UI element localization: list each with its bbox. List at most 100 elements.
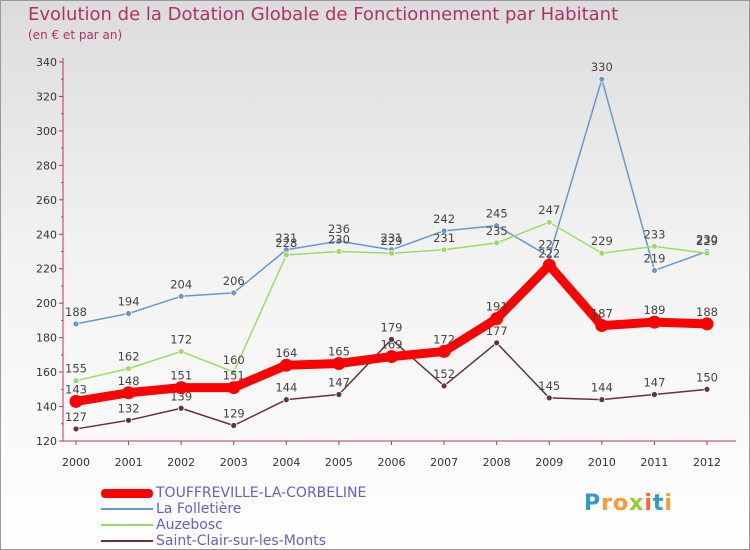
data-point xyxy=(125,365,132,373)
series-la-folleti-re: 188 194 204 206 231 236 231 242 245 227 330 219 230 xyxy=(65,60,718,328)
data-point xyxy=(542,258,556,272)
data-point xyxy=(230,368,238,376)
legend-swatch xyxy=(101,488,153,498)
x-tick-label: 2007 xyxy=(430,456,458,469)
chart-title: Evolution de la Dotation Globale de Fonc… xyxy=(28,4,619,25)
data-point xyxy=(545,218,553,226)
data-point xyxy=(493,222,501,230)
data-label: 172 xyxy=(170,332,192,346)
data-point xyxy=(440,382,448,390)
data-label: 194 xyxy=(118,295,140,309)
data-label: 139 xyxy=(170,389,192,403)
x-tick-label: 2010 xyxy=(588,456,616,469)
x-tick-label: 2011 xyxy=(640,456,668,469)
data-label: 169 xyxy=(381,338,403,352)
data-label: 127 xyxy=(65,410,87,424)
x-tick-label: 2003 xyxy=(220,456,248,469)
data-label: 132 xyxy=(118,401,140,415)
data-label: 230 xyxy=(696,233,718,247)
data-label: 222 xyxy=(538,246,560,260)
data-label: 148 xyxy=(118,374,140,388)
data-label: 242 xyxy=(433,212,455,226)
y-tick-label: 140 xyxy=(36,401,57,414)
data-label: 206 xyxy=(223,274,245,288)
data-label: 189 xyxy=(643,303,665,317)
data-point xyxy=(440,227,448,235)
y-tick-label: 260 xyxy=(36,194,57,207)
data-label: 147 xyxy=(328,375,350,389)
data-point xyxy=(332,356,346,370)
data-label: 155 xyxy=(65,362,87,376)
data-point xyxy=(335,248,343,255)
data-point xyxy=(72,320,80,328)
data-point xyxy=(385,350,398,364)
data-point xyxy=(598,396,606,404)
data-point xyxy=(69,394,83,408)
data-label: 165 xyxy=(328,344,350,358)
data-label: 229 xyxy=(591,234,613,248)
data-point xyxy=(230,289,238,297)
y-tick-label: 320 xyxy=(36,90,57,103)
data-point xyxy=(125,416,132,424)
data-label: 151 xyxy=(170,369,192,383)
data-label: 188 xyxy=(696,305,718,319)
series-touffreville-la-corbeline: 143 148 151 151 164 165 169 172 191 222 187 189 188 xyxy=(65,246,718,408)
data-label: 187 xyxy=(591,307,613,321)
data-label: 235 xyxy=(486,224,508,238)
data-point xyxy=(282,251,290,259)
data-label: 162 xyxy=(118,350,140,364)
legend-label: Saint-Clair-sur-les-Monts xyxy=(156,533,327,549)
y-tick-label: 300 xyxy=(36,125,57,138)
data-point xyxy=(72,425,80,433)
data-point xyxy=(647,315,661,329)
data-label: 143 xyxy=(65,382,87,396)
data-point xyxy=(227,381,241,395)
chart-subtitle: (en € et par an) xyxy=(28,28,123,42)
data-point xyxy=(595,319,609,333)
data-point xyxy=(440,246,448,254)
data-point xyxy=(651,242,658,250)
data-point xyxy=(437,344,451,358)
data-label: 152 xyxy=(433,367,455,381)
data-point xyxy=(177,404,185,412)
data-label: 188 xyxy=(65,305,87,319)
data-point xyxy=(493,239,501,247)
data-label: 160 xyxy=(223,353,245,367)
x-tick-label: 2004 xyxy=(272,456,300,469)
data-label: 164 xyxy=(275,346,297,360)
data-point xyxy=(651,391,658,398)
data-label: 330 xyxy=(591,60,613,74)
data-label: 151 xyxy=(223,369,245,383)
x-tick-label: 2001 xyxy=(115,456,143,469)
data-point xyxy=(388,335,395,343)
x-tick-label: 2006 xyxy=(378,456,406,469)
data-label: 229 xyxy=(696,234,718,248)
y-tick-label: 340 xyxy=(36,56,57,69)
y-tick-label: 180 xyxy=(36,332,57,345)
y-tick-label: 120 xyxy=(36,435,57,448)
data-label: 147 xyxy=(643,375,665,389)
data-point xyxy=(490,312,504,326)
data-point xyxy=(493,339,501,347)
x-tick-label: 2008 xyxy=(483,456,511,469)
data-point xyxy=(125,310,132,317)
data-label: 233 xyxy=(643,227,665,241)
legend-swatch xyxy=(101,540,153,542)
data-point xyxy=(177,348,185,355)
data-point xyxy=(545,394,553,402)
data-point xyxy=(335,237,343,245)
x-tick-label: 2005 xyxy=(325,456,353,469)
data-label: 144 xyxy=(275,381,297,395)
data-label: 245 xyxy=(486,207,508,221)
legend-label: TOUFFREVILLE-LA-CORBELINE xyxy=(156,485,367,501)
data-label: 145 xyxy=(538,379,560,393)
data-label: 219 xyxy=(643,251,665,265)
x-tick-label: 2002 xyxy=(167,456,195,469)
data-label: 247 xyxy=(538,203,560,217)
x-tick-label: 2009 xyxy=(535,456,563,469)
data-point xyxy=(651,267,658,274)
data-label: 191 xyxy=(486,300,508,314)
